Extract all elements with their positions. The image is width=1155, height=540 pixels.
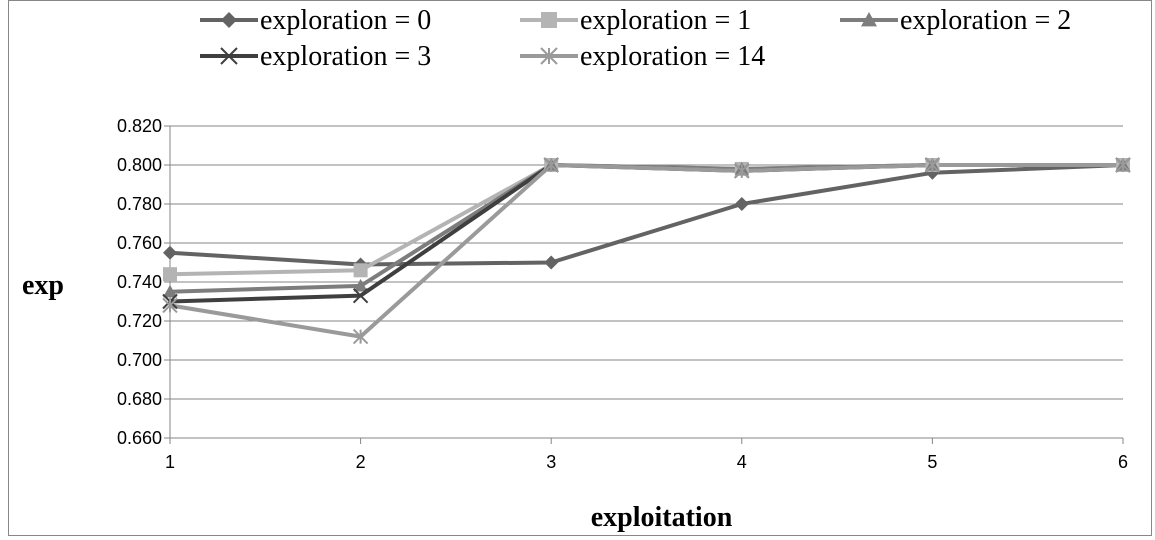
series-line-1 xyxy=(169,163,1123,277)
data-point-s1-1 xyxy=(353,263,368,278)
axes xyxy=(164,125,1124,444)
data-point-s4-1 xyxy=(352,328,369,345)
y-tick-label: 0.720 xyxy=(117,311,162,331)
y-tick-label: 0.680 xyxy=(117,389,162,409)
y-tick-label: 0.700 xyxy=(117,350,162,370)
x-tick-label: 4 xyxy=(737,452,747,472)
legend-entry-2: exploration = 2 xyxy=(840,5,1071,36)
data-point-s4-0 xyxy=(162,297,178,314)
y-tick-label: 0.660 xyxy=(117,428,162,448)
legend-marker xyxy=(540,47,558,65)
legend-label: exploration = 0 xyxy=(260,5,431,36)
data-point-s1-0 xyxy=(163,267,177,282)
data-point-s0-2 xyxy=(544,255,559,270)
legend-marker xyxy=(541,12,557,28)
data-point-s2-0 xyxy=(163,284,177,298)
y-tick-label: 0.800 xyxy=(117,155,162,175)
legend-label: exploration = 3 xyxy=(260,41,431,72)
y-tick-labels: 0.660 0.680 0.700 0.720 0.740 0.760 0.780 0.800… xyxy=(117,116,162,448)
data-point-s4-4 xyxy=(924,157,941,173)
legend-entry-3: exploration = 3 xyxy=(200,41,431,72)
legend-marker xyxy=(220,47,238,65)
series-line-4 xyxy=(169,163,1123,339)
x-tick-label: 2 xyxy=(356,452,366,472)
chart-frame xyxy=(8,0,1152,536)
y-tick-label: 0.740 xyxy=(117,272,162,292)
series-line-0 xyxy=(169,163,1124,267)
data-point-s0-3 xyxy=(734,197,749,211)
legend-label: exploration = 14 xyxy=(580,41,765,72)
x-tick-label: 3 xyxy=(546,452,556,472)
x-axis-title: exploitation xyxy=(591,502,733,533)
data-point-s3-1 xyxy=(352,287,369,304)
legend-label: exploration = 2 xyxy=(900,5,1071,36)
legend-marker xyxy=(861,12,877,27)
series-markers xyxy=(162,157,1131,345)
data-point-s0-0 xyxy=(163,245,177,260)
legend-marker xyxy=(221,12,237,28)
y-axis-title: exp xyxy=(22,270,64,301)
series-lines xyxy=(169,163,1124,339)
data-point-s4-5 xyxy=(1115,157,1131,173)
legend-entry-0: exploration = 0 xyxy=(200,5,431,36)
legend: exploration = 0 exploration = 1 exploratio… xyxy=(200,5,1071,72)
x-tick-label: 1 xyxy=(165,452,175,472)
y-tick-label: 0.760 xyxy=(117,233,162,253)
x-tick-labels: 1 2 3 4 5 6 xyxy=(165,452,1128,472)
legend-entry-4: exploration = 14 xyxy=(520,41,765,72)
data-point-s4-2 xyxy=(543,157,559,173)
x-tick-label: 5 xyxy=(927,452,937,472)
legend-label: exploration = 1 xyxy=(580,5,751,36)
y-tick-label: 0.780 xyxy=(117,194,162,214)
data-point-s4-3 xyxy=(734,163,750,179)
legend-entry-1: exploration = 1 xyxy=(520,5,751,36)
data-point-s2-1 xyxy=(353,278,368,292)
x-tick-label: 6 xyxy=(1118,452,1128,472)
y-tick-label: 0.820 xyxy=(117,116,162,136)
